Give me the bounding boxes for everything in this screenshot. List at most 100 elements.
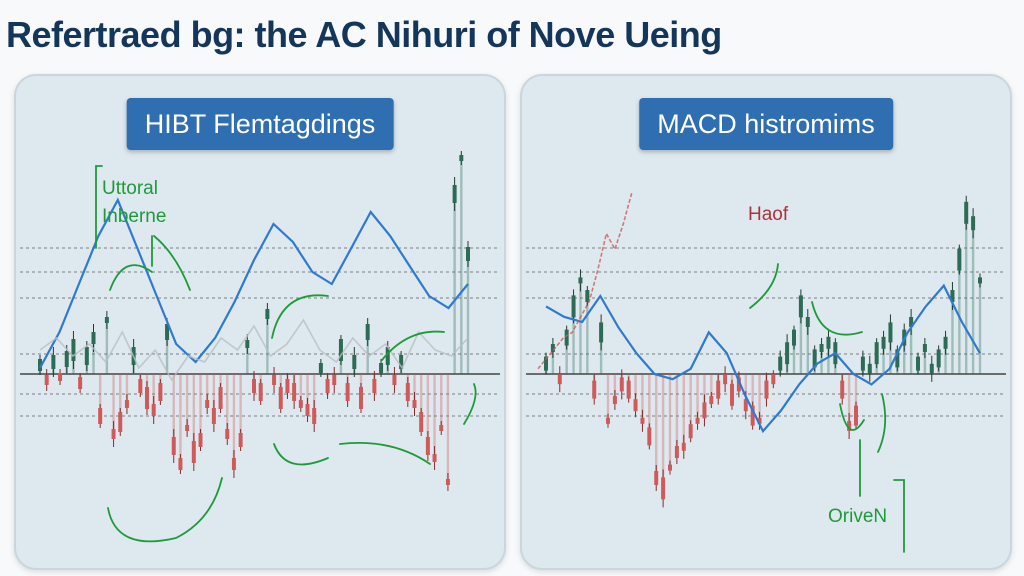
left-histogram-bar: [239, 374, 242, 440]
right-candle: [867, 363, 872, 374]
left-candle: [258, 383, 263, 401]
left-histogram-bar: [205, 374, 209, 404]
left-candle: [124, 400, 129, 408]
right-candle: [881, 336, 886, 349]
right-histogram-bar: [944, 342, 947, 374]
right-histogram-bar: [965, 212, 968, 374]
right-candle: [798, 295, 803, 318]
left-candle: [178, 458, 183, 470]
left-candle: [145, 387, 149, 409]
left-candle: [278, 387, 283, 409]
right-candle: [943, 336, 948, 349]
right-annotation-arrow: [893, 479, 905, 553]
left-candle: [392, 375, 397, 385]
right-annotation-arrow: [749, 263, 779, 309]
right-candle: [736, 377, 741, 392]
right-histogram-bar: [882, 342, 885, 374]
left-candle: [98, 408, 103, 424]
left-candle: [412, 400, 417, 408]
left-candle: [84, 347, 89, 365]
left-candle: [345, 383, 350, 401]
right-candle: [792, 329, 796, 346]
right-histogram-bar: [744, 374, 747, 406]
right-candle: [964, 201, 969, 224]
right-histogram-bar: [971, 223, 975, 374]
right-candle: [730, 383, 734, 406]
left-candle: [265, 309, 270, 319]
right-candle: [647, 427, 652, 446]
right-candle: [557, 374, 562, 385]
right-histogram-bar: [606, 374, 610, 421]
left-candle: [365, 324, 370, 340]
left-histogram-bar: [433, 374, 436, 458]
right-candle: [661, 477, 666, 500]
left-candle: [272, 375, 277, 385]
page-title: Refertraed bg: the AC Nihuri of Nove Uei…: [6, 14, 722, 55]
left-histogram-bar: [152, 374, 155, 410]
left-candle: [78, 377, 83, 389]
right-blue-line: [545, 283, 981, 434]
right-annotation-arrow: [839, 403, 865, 431]
right-annotation-2: OriveN: [828, 506, 888, 527]
right-histogram-bar: [634, 374, 637, 406]
right-candle: [895, 349, 900, 368]
left-candle: [372, 379, 377, 393]
left-histogram-bar: [112, 374, 115, 434]
left-candle: [158, 383, 163, 401]
right-histogram-bar: [806, 322, 809, 374]
right-candle: [929, 363, 934, 374]
left-candle: [211, 408, 216, 424]
right-candle: [612, 396, 617, 404]
right-candle: [743, 399, 748, 412]
left-candle: [198, 433, 203, 447]
left-candle: [432, 454, 437, 462]
left-histogram-bar: [179, 374, 182, 464]
right-candle: [771, 374, 776, 385]
right-candle: [606, 417, 610, 424]
left-histogram-bar: [413, 374, 416, 404]
right-candle: [778, 356, 783, 371]
right-histogram-bar: [710, 374, 713, 400]
right-candle: [826, 336, 831, 349]
right-annotation-arrow: [811, 301, 863, 336]
left-histogram-bar: [125, 374, 129, 404]
left-candle: [312, 408, 317, 424]
right-chart-title: MACD histromims: [639, 98, 893, 150]
left-annotation-arrow: [107, 477, 223, 543]
left-candle: [238, 433, 243, 447]
right-candle: [812, 349, 817, 368]
left-candle: [191, 441, 196, 463]
left-histogram-bar: [460, 158, 463, 374]
right-histogram-bar: [923, 348, 927, 374]
right-candle: [909, 317, 914, 327]
right-candle: [854, 405, 858, 426]
right-candle: [668, 464, 672, 471]
right-histogram-bar: [909, 322, 913, 374]
left-candle: [352, 355, 357, 369]
left-candle: [419, 412, 424, 432]
left-annotation-arrow: [109, 264, 153, 291]
right-candle: [922, 344, 927, 352]
left-blue-line: [39, 197, 469, 369]
right-histogram-bar: [599, 332, 603, 374]
right-candle: [626, 380, 631, 399]
right-candle: [702, 402, 707, 419]
right-histogram-bar: [586, 296, 589, 374]
right-candle: [847, 421, 852, 431]
right-histogram-bar: [951, 296, 954, 374]
left-candle: [452, 185, 457, 203]
left-candle: [445, 479, 450, 485]
right-histogram-bar: [847, 374, 851, 426]
right-chart-panel: MACD histromims Haof OriveN: [520, 74, 1012, 570]
left-histogram-bar: [299, 374, 303, 404]
left-candle: [332, 375, 337, 385]
left-histogram-bar: [246, 344, 249, 374]
right-candle: [716, 380, 721, 399]
left-annotation-arrow: [381, 330, 445, 361]
right-candle: [723, 374, 728, 385]
left-candle: [405, 383, 410, 401]
right-candle: [916, 356, 920, 371]
left-histogram-bar: [185, 374, 189, 428]
left-histogram-bar: [306, 374, 309, 410]
right-candle: [688, 424, 693, 439]
